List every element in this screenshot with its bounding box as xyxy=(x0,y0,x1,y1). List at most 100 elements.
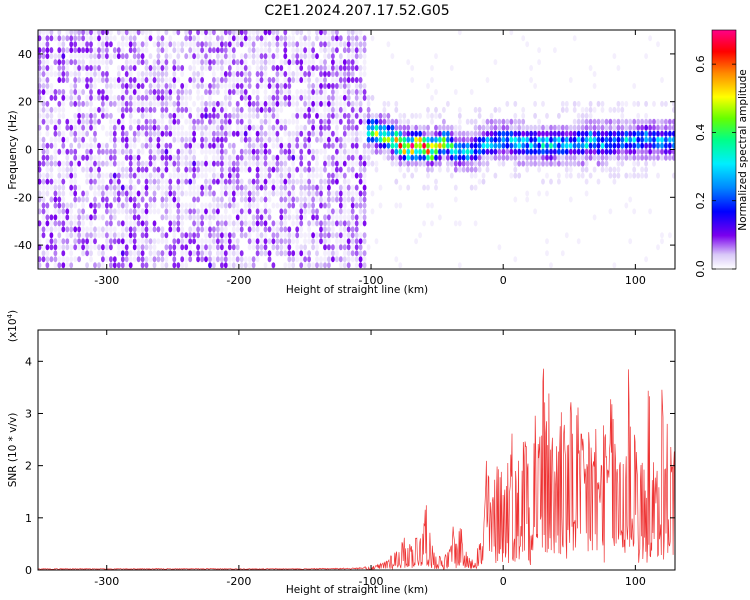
spectrogram-cell xyxy=(350,166,355,173)
spectrogram-cell xyxy=(370,190,375,197)
spectrogram-cell xyxy=(77,244,81,251)
spectrogram-cell xyxy=(220,118,224,125)
spectrogram-cell xyxy=(53,71,58,77)
spectrogram-cell xyxy=(97,262,101,269)
spectrogram-cell xyxy=(212,47,216,54)
spectrogram-cell xyxy=(251,244,256,251)
spectrogram-cell xyxy=(69,35,74,42)
spectrogram-cell xyxy=(220,262,224,269)
spectrogram-cell xyxy=(624,172,629,179)
spectrogram-cell xyxy=(89,256,93,263)
spectrogram-cell xyxy=(632,118,637,125)
spectrogram-cell xyxy=(430,142,434,149)
spectrogram-cell xyxy=(354,142,359,149)
spectrogram-cell xyxy=(664,100,668,107)
spectrogram-cell xyxy=(216,232,220,239)
spectrogram-cell xyxy=(144,178,149,185)
spectrogram-cell xyxy=(608,166,613,173)
spectrogram-cell xyxy=(184,262,189,269)
spectrogram-cell xyxy=(461,148,466,155)
spectrogram-cell xyxy=(251,256,256,263)
spectrogram-cell xyxy=(493,142,498,149)
spectrogram-cell xyxy=(283,53,288,60)
spectrogram-cell xyxy=(378,124,383,131)
spectrogram-cell xyxy=(299,130,304,137)
spectrogram-cell xyxy=(204,238,208,245)
spectrogram-cell xyxy=(172,232,177,239)
spectrogram-cell xyxy=(362,53,367,60)
spectrogram-cell xyxy=(140,53,145,60)
spectrogram-cell xyxy=(430,77,434,83)
spectrogram-cell xyxy=(128,118,133,125)
spectrogram-cell xyxy=(53,130,58,137)
spectrogram-cell xyxy=(449,65,454,71)
spectrogram-cell xyxy=(390,124,395,131)
spectrogram-cell xyxy=(335,244,339,251)
spectrogram-cell xyxy=(85,65,89,71)
spectrogram-cell xyxy=(612,262,617,269)
spectrogram-cell xyxy=(243,59,248,66)
spectrogram-cell xyxy=(168,220,173,227)
spectrogram-cell xyxy=(358,232,363,239)
spectrogram-cell xyxy=(156,130,161,137)
spectrogram-cell xyxy=(342,47,347,54)
spectrogram-cell xyxy=(85,118,89,125)
spectrogram-cell xyxy=(208,214,212,221)
spectrogram-cell xyxy=(390,142,395,149)
spectrogram-cell xyxy=(307,256,311,263)
spectrogram-cell xyxy=(120,226,125,233)
spectrogram-cell xyxy=(144,65,149,71)
spectrogram-cell xyxy=(109,100,113,107)
spectrogram-cell xyxy=(279,71,284,77)
spectrogram-cell xyxy=(220,256,224,263)
spectrogram-cell xyxy=(156,172,161,179)
spectrogram-cell xyxy=(660,154,664,161)
spectrogram-cell xyxy=(239,214,244,221)
spectrogram-cell xyxy=(271,41,276,48)
spectrogram-cell xyxy=(275,226,280,233)
spectrogram-cell xyxy=(81,136,85,143)
spectrogram-cell xyxy=(370,112,375,119)
spectrogram-cell xyxy=(457,262,462,269)
spectrogram-cell xyxy=(319,130,323,137)
spectrogram-cell xyxy=(660,100,664,107)
spectrogram-cell xyxy=(164,202,169,209)
spectrogram-cell xyxy=(220,238,224,245)
spectrogram-cell xyxy=(267,250,272,257)
spectrogram-cell xyxy=(41,59,46,66)
spectrogram-cell xyxy=(172,160,177,167)
spectrogram-cell xyxy=(192,118,197,125)
spectrogram-cell xyxy=(180,208,185,215)
spectrogram-cell xyxy=(430,202,434,209)
spectrogram-cell xyxy=(140,244,145,251)
spectrogram-cell xyxy=(109,256,113,263)
spectrogram-cell xyxy=(188,232,193,239)
spectrogram-cell xyxy=(57,214,62,221)
spectrogram-cell xyxy=(41,53,46,60)
spectrogram-cell xyxy=(307,65,311,71)
spectrogram-cell xyxy=(668,232,672,239)
spectrogram-cell xyxy=(69,220,74,227)
spectrogram-cell xyxy=(93,83,97,89)
spectrogram-cell xyxy=(644,112,648,119)
spectrogram-cell xyxy=(216,89,220,95)
spectrogram-cell xyxy=(136,244,141,251)
spectrogram-cell xyxy=(101,160,105,167)
spectrogram-cell xyxy=(271,232,276,239)
spectrogram-cell xyxy=(640,130,644,137)
spectrogram-cell xyxy=(279,184,284,191)
spectrogram-cell xyxy=(200,59,205,66)
spectrogram-cell xyxy=(148,238,153,245)
spectrogram-cell xyxy=(291,71,296,77)
spectrogram-cell xyxy=(346,136,351,143)
spectrogram-cell xyxy=(97,59,101,66)
spectrogram-cell xyxy=(132,238,137,245)
spectrogram-cell xyxy=(251,184,256,191)
spectrogram-cell xyxy=(533,148,537,155)
spectrogram-cell xyxy=(41,178,46,185)
spectrogram-cell xyxy=(493,136,498,143)
spectrogram-cell xyxy=(38,172,42,179)
spectrogram-cell xyxy=(307,220,311,227)
spectrogram-cell xyxy=(291,53,296,60)
spectrogram-cell xyxy=(160,238,165,245)
